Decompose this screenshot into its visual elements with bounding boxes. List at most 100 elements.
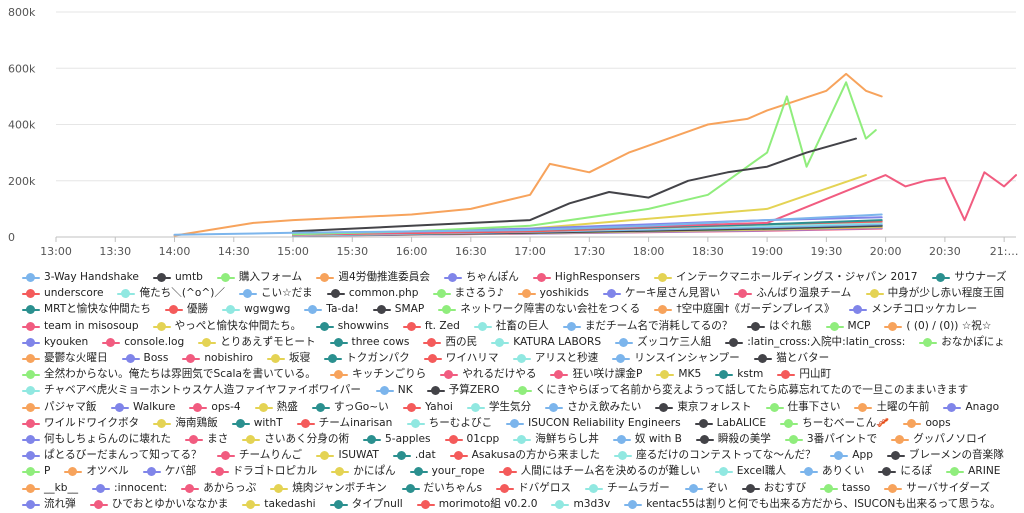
legend-item[interactable]: ( (0) / (0)) ☆祝☆ [884,319,991,334]
legend-item[interactable]: にるぽ [878,464,932,479]
legend-item[interactable]: かにぱん [331,464,396,479]
legend-item[interactable]: three cows [329,335,409,350]
legend-item[interactable]: Excel職人 [714,464,786,479]
legend-item[interactable]: your_rope [409,464,485,479]
legend-item[interactable]: :innocent: [92,481,167,496]
legend-item[interactable]: wgwgwg [222,302,290,317]
legend-item[interactable]: キッチンごりら [330,367,426,382]
legend-item[interactable]: ops-4 [189,400,241,415]
legend-item[interactable]: 円山町 [777,367,831,382]
legend-item[interactable]: おなかぽにょ [919,335,1005,350]
legend-item[interactable]: MRTと愉快な仲間たち [22,302,151,317]
legend-item[interactable]: ドラゴトロピカル [210,464,317,479]
legend-item[interactable]: やっぺと愉快な仲間たち。 [152,319,301,334]
legend-item[interactable]: morimoto組 v0.2.0 [416,497,537,510]
legend-item[interactable]: 全然わからない。俺たちは雰囲気でScalaを書いている。 [22,367,316,382]
legend-item[interactable]: メンチコロッケカレー [849,302,977,317]
legend-item[interactable]: 俺たち＼(^o^)／ [117,286,225,301]
legend-item[interactable]: サウナーズ [932,270,1007,285]
legend-item[interactable]: LabALICE [694,416,766,431]
legend-item[interactable]: 3番パイントで [784,432,877,447]
legend-item[interactable]: umtb [152,270,203,285]
legend-item[interactable]: m3d3v [551,497,610,510]
legend-item[interactable]: kyouken [22,335,88,350]
legend-item[interactable]: SMAP [372,302,424,317]
legend-item[interactable]: 座るだけのコンテストってな〜んだ？ [614,448,816,463]
legend-item[interactable]: あからっぷ [181,481,256,496]
legend-item[interactable]: まさ [185,432,228,447]
legend-item[interactable]: まさるう♪ [432,286,504,301]
legend-item[interactable]: 狂い咲け課金P [550,367,642,382]
legend-item[interactable]: インテークマニホールディングス・ジャパン 2017 [653,270,917,285]
legend-item[interactable]: HighResponsers [532,270,640,285]
legend-item[interactable]: oops [903,416,951,431]
legend-item[interactable]: おむすび [741,481,806,496]
legend-item[interactable]: Ta-da! [304,302,359,317]
legend-item[interactable]: MCP [825,319,870,334]
legend-item[interactable]: 海鮮ちらし丼 [513,432,599,447]
legend-item[interactable]: パジャマ飯 [22,400,96,415]
legend-item[interactable]: ふんばり温泉チーム [734,286,851,301]
legend-item[interactable]: __kb__ [22,481,78,496]
legend-item[interactable]: 人間にはチーム名を決めるのが難しい [498,464,700,479]
legend-item[interactable]: Yahoi [403,400,453,415]
legend-item[interactable]: takedashi [242,497,316,510]
legend-item[interactable]: MK5 [656,367,701,382]
legend-item[interactable]: ワイハリマ [423,351,499,366]
legend-item[interactable]: 流れ弾 [22,497,76,510]
legend-item[interactable]: team in misosoup [22,319,139,334]
legend-item[interactable]: チームラガー [585,481,670,496]
legend-item[interactable]: ドバゲロス [496,481,571,496]
legend-item[interactable]: yoshikids [517,286,589,301]
legend-item[interactable]: 土曜の午前 [854,400,929,415]
legend-item[interactable]: Asakusaの方から来ました [449,448,600,463]
legend-item[interactable]: ありくい [799,464,864,479]
legend-item[interactable]: さかえ飲みたい [545,400,641,415]
legend-item[interactable]: だいちゃんs [401,481,482,496]
legend-item[interactable]: 熱盛 [254,400,298,415]
legend-item[interactable]: NK [375,383,413,398]
legend-item[interactable]: チームinarisan [296,416,392,431]
legend-item[interactable]: 5-apples [363,432,431,447]
legend-item[interactable]: ワイルドワイクボタ [22,416,139,431]
legend-item[interactable]: アリスと秒速 [512,351,598,366]
legend-item[interactable]: kentac55は割りと何でも出来る方だから、ISUCONも出来るって思うな。 [624,497,1001,510]
legend-item[interactable]: nobishiro [182,351,253,366]
legend-item[interactable]: 猫とバター [754,351,829,366]
legend-item[interactable]: 海南鶏飯 [153,416,218,431]
legend-item[interactable]: P [22,464,50,479]
legend-item[interactable]: ぞい [684,481,728,496]
legend-item[interactable]: showwins [315,319,389,334]
legend-item[interactable]: 憂鬱な火曜日 [22,351,108,366]
legend-item[interactable]: underscore [22,286,104,301]
legend-item[interactable]: 西の民 [423,335,477,350]
legend-item[interactable]: App [830,448,873,463]
legend-item[interactable]: Walkure [110,400,175,415]
legend-item[interactable]: チームりんご [216,448,302,463]
legend-item[interactable]: kstm [715,367,763,382]
legend-item[interactable]: 東京フォレスト [655,400,752,415]
legend-item[interactable]: やれるだけやる [440,367,536,382]
legend-item[interactable]: KATURA LABORS [491,335,601,350]
legend-item[interactable]: common.php [326,286,419,301]
legend-item[interactable]: さいあく分身の術 [242,432,349,447]
legend-item[interactable]: 焼肉ジャンボチキン [270,481,387,496]
legend-item[interactable]: 坂寝 [266,351,310,366]
legend-item[interactable]: ケーキ屋さん見習い [602,286,720,301]
legend-item[interactable]: オツベル [64,464,129,479]
legend-item[interactable]: 学生気分 [466,400,531,415]
legend-item[interactable]: すっGo~い [311,400,389,415]
legend-item[interactable]: 3-Way Handshake [22,270,139,285]
legend-item[interactable]: グッパノソロイ [891,432,987,447]
legend-item[interactable]: ぱとるびーだまんって知ってる？ [22,448,202,463]
legend-item[interactable]: ひでおとゆかいななかま [89,497,228,510]
legend-item[interactable]: ちーむよびこ [406,416,492,431]
legend-item[interactable]: サーバサイダーズ [884,481,990,496]
legend-item[interactable]: ケバ部 [142,464,196,479]
legend-item[interactable]: 優勝 [164,302,208,317]
legend-item[interactable]: 週4労働推進委員会 [316,270,430,285]
legend-item[interactable]: ブレーメンの音楽隊 [886,448,1004,463]
legend-item[interactable]: .dat [392,448,436,463]
legend-item[interactable]: withT [231,416,283,431]
legend-item[interactable]: トクガンパク [324,351,410,366]
